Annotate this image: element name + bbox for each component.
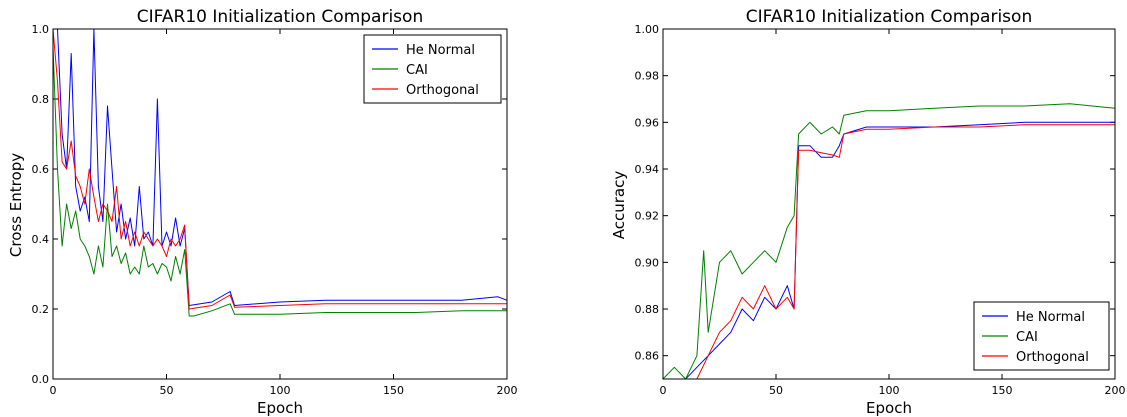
chart-title: CIFAR10 Initialization Comparison [746,7,1032,27]
y-tick-label: 0.4 [32,233,50,246]
plot-frame [662,28,1116,380]
y-ticks: 0.86 0.88 0.90 0.92 0.94 0.96 0.98 1.00 [635,23,1115,363]
x-tick-label: 50 [769,384,783,397]
y-tick-label: 0.88 [635,303,660,316]
y-tick-label: 0.2 [32,303,50,316]
series-line-he-normal [53,29,507,306]
chart-title: CIFAR10 Initialization Comparison [137,7,423,27]
x-tick-label: 200 [1105,384,1126,397]
legend: He Normal CAI Orthogonal [363,34,502,104]
legend-label: Orthogonal [1016,350,1089,365]
legend-label: CAI [406,63,428,78]
y-tick-label: 1.00 [635,23,660,36]
series-line-cai [663,103,1115,379]
x-tick-label: 0 [50,384,57,397]
y-tick-label: 0.92 [635,210,660,223]
x-tick-label: 0 [660,384,667,397]
y-tick-label: 0.6 [32,163,50,176]
plot-frame [52,28,508,380]
series-line-orthogonal [53,29,507,310]
x-ticks: 0 50 100 150 200 [660,29,1126,397]
legend-label: He Normal [1016,310,1085,325]
x-axis-label: Epoch [866,399,912,417]
y-ticks: 0.0 0.2 0.4 0.6 0.8 1.0 [32,23,507,386]
y-tick-label: 0.86 [635,350,660,363]
x-tick-label: 150 [992,384,1013,397]
y-tick-label: 0.94 [635,163,660,176]
legend-label: CAI [1016,330,1038,345]
chart-accuracy: CIFAR10 Initialization Comparison Accura… [610,7,1126,417]
y-tick-label: 0.98 [635,70,660,83]
y-axis-label: Accuracy [610,171,628,240]
y-tick-label: 0.8 [32,93,50,106]
series-lines [663,103,1115,379]
x-tick-label: 150 [383,384,404,397]
y-tick-label: 1.0 [32,23,50,36]
y-axis-label: Cross Entropy [7,153,25,257]
series-lines [53,29,507,317]
x-tick-label: 200 [497,384,518,397]
series-line-cai [53,46,507,317]
y-tick-label: 0.90 [635,256,660,269]
legend-label: He Normal [406,43,475,58]
x-axis-label: Epoch [257,399,303,417]
x-tick-label: 50 [160,384,174,397]
chart-cross-entropy: CIFAR10 Initialization Comparison Cross … [7,7,518,417]
y-tick-label: 0.96 [635,116,660,129]
x-tick-label: 100 [270,384,291,397]
legend-label: Orthogonal [406,83,479,98]
y-tick-label: 0.0 [32,373,50,386]
x-tick-label: 100 [879,384,900,397]
series-line-orthogonal [663,124,1115,379]
legend: He Normal CAI Orthogonal [973,301,1110,371]
